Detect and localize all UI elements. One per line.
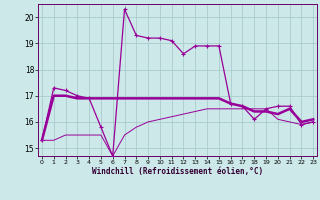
X-axis label: Windchill (Refroidissement éolien,°C): Windchill (Refroidissement éolien,°C) [92, 167, 263, 176]
